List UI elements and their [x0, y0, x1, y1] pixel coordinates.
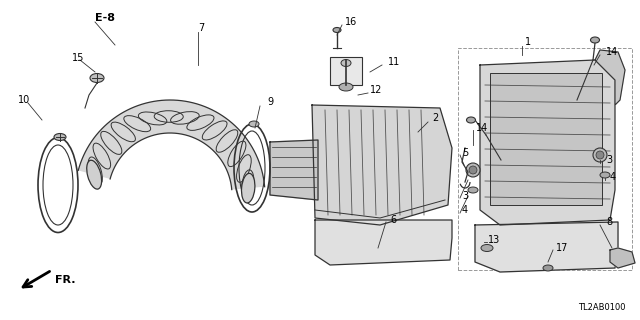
Text: 17: 17: [556, 243, 568, 253]
Text: 10: 10: [18, 95, 30, 105]
Polygon shape: [610, 248, 635, 268]
Polygon shape: [312, 105, 452, 225]
Ellipse shape: [600, 172, 610, 178]
Ellipse shape: [591, 37, 600, 43]
Polygon shape: [78, 100, 264, 189]
Text: 15: 15: [72, 53, 84, 63]
Polygon shape: [315, 220, 452, 265]
Text: 1: 1: [525, 37, 531, 47]
Ellipse shape: [54, 133, 66, 140]
Ellipse shape: [467, 117, 476, 123]
Text: 14: 14: [606, 47, 618, 57]
Text: 3: 3: [606, 155, 612, 165]
Ellipse shape: [543, 265, 553, 271]
Polygon shape: [475, 222, 618, 272]
Ellipse shape: [249, 121, 259, 127]
Bar: [490, 73, 602, 205]
Polygon shape: [480, 60, 615, 225]
Polygon shape: [270, 140, 318, 200]
Text: 14: 14: [476, 123, 488, 133]
Ellipse shape: [341, 60, 351, 67]
Ellipse shape: [481, 244, 493, 252]
Ellipse shape: [87, 160, 102, 189]
Text: E-8: E-8: [95, 13, 115, 23]
Bar: [330, 57, 362, 85]
Text: 8: 8: [606, 217, 612, 227]
Circle shape: [596, 151, 604, 159]
Circle shape: [466, 163, 480, 177]
Text: 4: 4: [610, 172, 616, 182]
Ellipse shape: [241, 173, 255, 203]
Text: 13: 13: [488, 235, 500, 245]
Circle shape: [593, 148, 607, 162]
Text: 4: 4: [462, 205, 468, 215]
Circle shape: [469, 166, 477, 174]
Text: 2: 2: [432, 113, 438, 123]
Text: 9: 9: [267, 97, 273, 107]
Ellipse shape: [468, 187, 478, 193]
Text: 16: 16: [345, 17, 357, 27]
Text: FR.: FR.: [55, 275, 76, 285]
Text: 6: 6: [390, 215, 396, 225]
Bar: [458, 48, 632, 270]
Polygon shape: [595, 50, 625, 105]
Text: 5: 5: [462, 148, 468, 158]
Text: 11: 11: [388, 57, 400, 67]
Text: 7: 7: [198, 23, 204, 33]
Ellipse shape: [90, 74, 104, 83]
Text: 12: 12: [370, 85, 382, 95]
Text: 3: 3: [462, 191, 468, 201]
Ellipse shape: [339, 83, 353, 91]
Text: TL2AB0100: TL2AB0100: [578, 303, 625, 313]
Ellipse shape: [333, 28, 341, 33]
